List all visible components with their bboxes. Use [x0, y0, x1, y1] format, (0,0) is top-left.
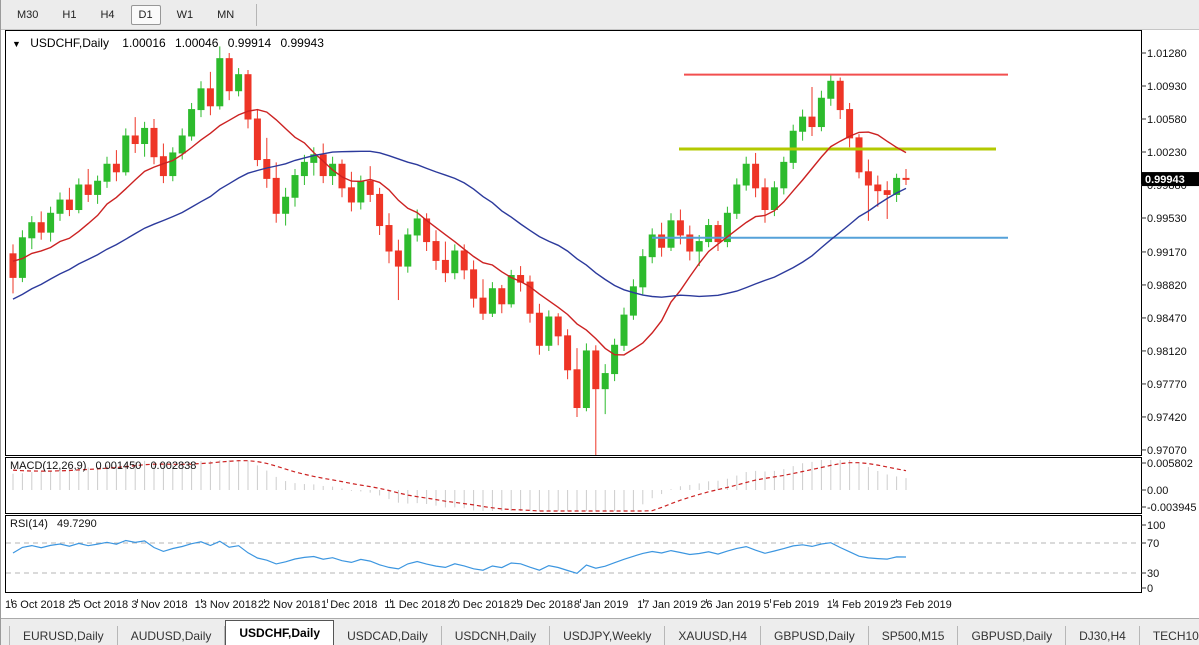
chart-tab-gbpusd-daily[interactable]: GBPUSD,Daily — [958, 626, 1067, 645]
timeframe-button-m30[interactable]: M30 — [17, 8, 39, 21]
date-tick-mark — [390, 599, 392, 603]
svg-text:0.97070: 0.97070 — [1147, 445, 1187, 456]
date-tick-label: 17 Jan 2019 — [637, 599, 698, 611]
close-value: 0.99943 — [280, 36, 324, 50]
symbol-dropdown-icon[interactable]: ▼ — [12, 39, 21, 49]
chart-header: ▼ USDCHF,Daily 1.00016 1.00046 0.99914 0… — [12, 36, 330, 50]
open-value: 1.00016 — [122, 36, 166, 50]
svg-text:-0.003945: -0.003945 — [1147, 502, 1197, 514]
toolbar-separator — [256, 3, 258, 26]
macd-indicator-panel[interactable]: 0.005802 0.00 -0.003945 — [1, 457, 1199, 514]
chart-tab-usdcad-daily[interactable]: USDCAD,Daily — [334, 626, 442, 645]
macd-name: MACD(12,26,9) — [10, 460, 87, 472]
chart-tab-usdchf-daily[interactable]: USDCHF,Daily — [225, 620, 335, 645]
svg-text:0.99530: 0.99530 — [1147, 213, 1187, 225]
date-tick-mark — [263, 599, 265, 603]
svg-text:1.01280: 1.01280 — [1147, 48, 1187, 60]
chart-tab-tech100-h[interactable]: TECH100,H — [1140, 626, 1199, 645]
timeframe-toolbar: M30 H1 H4 D1 W1 MN — [1, 0, 1199, 30]
date-tick-label: 23 Feb 2019 — [889, 599, 952, 611]
svg-text:0.99170: 0.99170 — [1147, 247, 1187, 259]
svg-text:1.00230: 1.00230 — [1147, 147, 1187, 159]
date-tick-label: 13 Nov 2018 — [194, 599, 258, 611]
date-tick-label: 29 Dec 2018 — [510, 599, 574, 611]
date-tick-mark — [516, 599, 518, 603]
svg-text:0: 0 — [1147, 583, 1153, 593]
chart-tab-dj30-h4[interactable]: DJ30,H4 — [1066, 626, 1140, 645]
macd-main-value: 0.001450 — [95, 460, 142, 472]
date-tick-label: 26 Jan 2019 — [700, 599, 761, 611]
svg-text:0.99943: 0.99943 — [1145, 174, 1185, 186]
date-tick-mark — [706, 599, 708, 603]
rsi-label: RSI(14) 49.7290 — [10, 518, 103, 530]
chart-tab-usdjpy-weekly[interactable]: USDJPY,Weekly — [550, 626, 666, 645]
symbol-label: USDCHF,Daily — [30, 36, 109, 50]
low-value: 0.99914 — [227, 36, 272, 50]
date-tick-label: 3 Nov 2018 — [131, 599, 188, 611]
svg-text:0.97770: 0.97770 — [1147, 379, 1187, 391]
date-tick-label: 11 Dec 2018 — [384, 599, 446, 611]
date-tick-label: 8 Jan 2019 — [573, 599, 629, 611]
date-tick-mark — [327, 599, 329, 603]
chart-tab-sp500-m15[interactable]: SP500,M15 — [869, 626, 959, 645]
svg-text:0.005802: 0.005802 — [1147, 458, 1193, 470]
chart-tab-gbpusd-daily[interactable]: GBPUSD,Daily — [761, 626, 869, 645]
date-tick-mark — [200, 599, 202, 603]
svg-text:0.00: 0.00 — [1147, 485, 1168, 497]
date-tick-label: 1 Dec 2018 — [321, 599, 378, 611]
timeframe-button-h1[interactable]: H1 — [62, 8, 77, 21]
svg-text:30: 30 — [1147, 568, 1159, 580]
svg-text:0.98820: 0.98820 — [1147, 280, 1187, 292]
svg-text:0.98120: 0.98120 — [1147, 346, 1187, 358]
chart-tab-eurusd-daily[interactable]: EURUSD,Daily — [9, 626, 118, 645]
high-value: 1.00046 — [175, 36, 219, 50]
main-price-chart[interactable]: 1.012801.009301.005801.002300.998800.995… — [1, 30, 1199, 456]
date-tick-mark — [895, 599, 897, 603]
svg-text:100: 100 — [1147, 520, 1165, 532]
rsi-name: RSI(14) — [10, 518, 48, 530]
date-tick-label: 14 Feb 2019 — [826, 599, 889, 611]
symbol-tabbar: EURUSD,Daily AUDUSD,Daily USDCHF,Daily USDC… — [1, 618, 1199, 645]
timeframe-button-mn[interactable]: MN — [217, 8, 235, 21]
date-tick-label: 16 Oct 2018 — [5, 599, 65, 611]
date-tick-label: 22 Nov 2018 — [257, 599, 321, 611]
svg-text:1.00930: 1.00930 — [1147, 81, 1187, 93]
date-tick-mark — [11, 599, 12, 603]
date-tick-label: 5 Feb 2019 — [763, 599, 820, 611]
date-tick-mark — [643, 599, 645, 603]
svg-text:1.00580: 1.00580 — [1147, 114, 1187, 126]
macd-label: MACD(12,26,9) 0.001450 0.002838 — [10, 460, 202, 472]
rsi-value: 49.7290 — [56, 518, 97, 530]
rsi-indicator-panel[interactable]: 100 70 30 0 — [1, 515, 1199, 593]
timeframe-button-w1[interactable]: W1 — [176, 8, 194, 21]
chart-tab-usdcnh-daily[interactable]: USDCNH,Daily — [442, 626, 551, 645]
chart-tab-audusd-daily[interactable]: AUDUSD,Daily — [118, 626, 226, 645]
date-tick-label: 20 Dec 2018 — [447, 599, 510, 611]
date-tick-mark — [74, 599, 76, 603]
date-tick-mark — [137, 599, 139, 603]
macd-signal-value: 0.002838 — [150, 460, 197, 472]
chart-tab-xauusd-h4[interactable]: XAUUSD,H4 — [665, 626, 762, 645]
timeframe-button-d1[interactable]: D1 — [130, 4, 161, 25]
date-tick-label: 25 Oct 2018 — [68, 599, 129, 611]
svg-text:70: 70 — [1147, 538, 1159, 550]
date-tick-mark — [832, 599, 834, 603]
date-tick-mark — [453, 599, 455, 603]
svg-text:0.97420: 0.97420 — [1147, 412, 1187, 424]
timeframe-button-h4[interactable]: H4 — [100, 8, 115, 21]
date-axis: 16 Oct 2018 25 Oct 2018 3 Nov 2018 13 Nov 2… — [1, 593, 1199, 618]
date-tick-mark — [769, 599, 771, 603]
date-tick-mark — [579, 599, 581, 603]
svg-text:0.98470: 0.98470 — [1147, 313, 1187, 325]
